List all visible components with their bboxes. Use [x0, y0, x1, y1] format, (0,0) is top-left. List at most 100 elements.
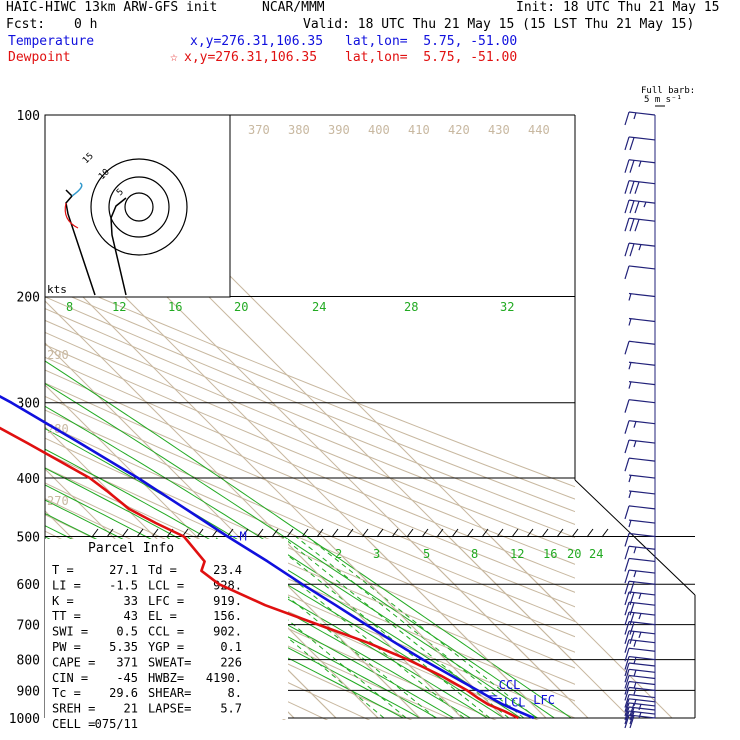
hodograph-ring: [124, 192, 154, 222]
hatch-mark: [301, 528, 309, 538]
parcel-param-value: 5.7: [220, 702, 242, 716]
wind-barb: [624, 557, 656, 572]
wind-barb-shaft: [628, 242, 656, 247]
pressure-tick-label: 800: [17, 654, 40, 669]
parcel-param-value: 23.4: [213, 563, 242, 577]
parcel-param-value: 919.: [213, 594, 242, 608]
parcel-param-value: 43: [124, 609, 138, 623]
theta-label: 440: [528, 123, 550, 137]
wind-barb-full: [624, 630, 630, 644]
wind-barb: [628, 361, 656, 370]
parcel-info-panel: Parcel Info T = 27.1 Td = 23.4 LI = -1.5 LCL = 9…: [45, 539, 288, 731]
wind-barb: [624, 647, 656, 662]
mixing-ratio-label: 3: [373, 547, 380, 561]
wind-barb-full: [629, 711, 635, 725]
mixing-ratio-line: [306, 537, 537, 719]
temperature-profile-line: [0, 395, 535, 720]
wind-barb: [624, 693, 656, 708]
wind-barb-shaft: [628, 662, 656, 667]
parcel-param-name: PW =: [52, 640, 81, 654]
wind-barb: [624, 698, 656, 712]
parcel-param-name: YGP =: [148, 640, 184, 654]
hatch-mark: [361, 528, 369, 538]
parcel-param-name: CIN =: [52, 671, 88, 685]
model-title: HAIC-HIWC 13km ARW-GFS init: [6, 0, 218, 15]
wind-barb-shaft: [628, 361, 656, 366]
hodograph-ring: [108, 176, 170, 238]
parcel-param-value: 902.: [213, 625, 242, 639]
wind-barb-full: [629, 218, 635, 232]
wind-barb-full: [624, 662, 630, 677]
dry-adiabat-line: [45, 308, 575, 525]
hodograph-unit-label: kts: [47, 283, 67, 296]
mixing-ratio-label: 8: [471, 547, 478, 561]
hatch-mark: [541, 528, 549, 538]
wind-barb-half: [633, 656, 637, 664]
parcel-param-name: HWBZ=: [148, 671, 184, 685]
wind-barbs: [624, 105, 665, 729]
wind-barb-shaft: [628, 180, 656, 185]
wind-barb-full: [624, 706, 630, 721]
wind-barb-full: [624, 656, 630, 670]
barb-legend-units: 5 m s⁻¹: [644, 95, 682, 105]
wind-barb-full: [624, 558, 630, 572]
level-marker-label: LFC: [533, 693, 555, 707]
wind-barb-shaft: [628, 439, 656, 444]
wind-barb-shaft: [628, 217, 656, 222]
parcel-param-value: -45: [116, 671, 138, 685]
parcel-param-value: 075/11: [95, 717, 138, 731]
hodograph-sfc-segment: [71, 182, 83, 197]
wind-barb-full: [624, 611, 630, 626]
wind-barb-half: [638, 160, 642, 167]
wind-barb: [624, 159, 656, 173]
wind-barb-full: [624, 675, 630, 689]
theta-e-label: 8: [66, 300, 73, 314]
hatch-mark: [496, 528, 504, 538]
wind-barb-shaft: [628, 698, 656, 703]
hatch-mark: [331, 528, 339, 538]
wind-barb: [624, 420, 656, 434]
wind-barb-full: [629, 707, 635, 721]
pressure-tick-label: 1000: [9, 712, 40, 727]
wind-barb-full: [629, 703, 635, 717]
hatch-mark: [91, 528, 99, 538]
wind-barb-shaft: [628, 474, 656, 479]
wind-barb: [624, 217, 656, 232]
parcel-param-name: LI =: [52, 578, 81, 592]
mixing-ratio-line: [264, 537, 491, 719]
wind-barb: [624, 702, 656, 717]
wind-barb-full: [624, 648, 630, 662]
isotherm-line-lower: [238, 537, 421, 719]
parcel-param-name: Tc =: [52, 686, 81, 700]
wind-barb: [624, 136, 656, 151]
dry-adiabat-line: [45, 273, 575, 488]
wind-barb: [624, 457, 656, 472]
parcel-param-name: K =: [52, 594, 74, 608]
wind-barb-full: [624, 669, 630, 683]
mixing-ratio-label: 12: [510, 547, 524, 561]
wind-barb-full: [624, 180, 630, 194]
mixing-ratio-line: [295, 537, 525, 719]
wind-barb-full: [629, 715, 635, 729]
wind-barb-shaft: [628, 591, 656, 596]
hatch-mark: [556, 528, 564, 538]
parcel-info-title: Parcel Info: [88, 541, 174, 556]
hatch-mark: [406, 528, 414, 538]
dry-adiabat-line: [45, 356, 575, 579]
pressure-tick-label: 700: [17, 619, 40, 634]
hatch-mark: [421, 528, 429, 538]
barb-legend-title: Full barb:: [641, 86, 696, 96]
wind-barb-half: [633, 699, 637, 706]
parcel-info-background: [45, 539, 288, 719]
wind-barb-full: [624, 439, 630, 454]
wind-barb-half: [628, 318, 632, 326]
wind-barb-full: [624, 136, 630, 151]
wind-barb-full: [624, 698, 630, 712]
wind-barb: [624, 668, 656, 683]
mixing-ratio-label: 2: [335, 547, 342, 561]
wind-barb-half: [638, 712, 642, 719]
parcel-param-value: 156.: [213, 609, 242, 623]
sounding-profiles: ELLCLCCLLFCM: [0, 395, 555, 720]
parcel-param-name: CELL =: [52, 717, 95, 731]
wind-barb-shaft: [628, 111, 656, 116]
